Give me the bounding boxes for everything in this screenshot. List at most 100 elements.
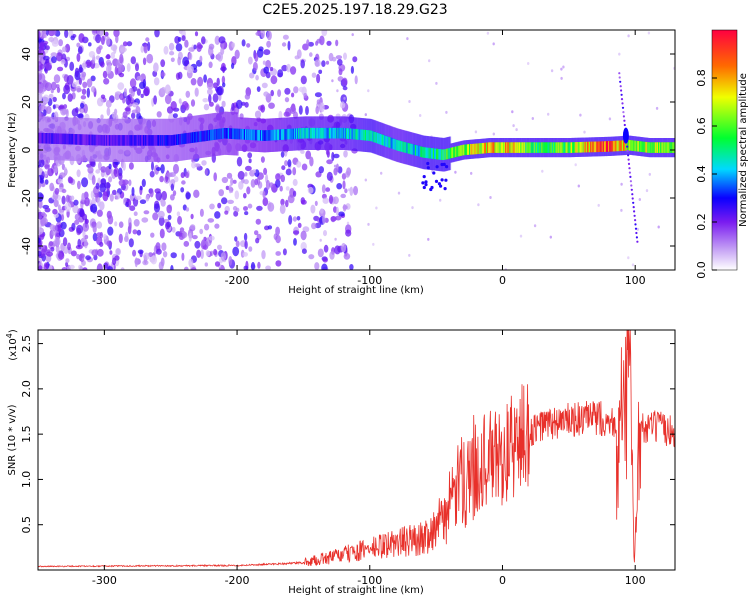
noise-speckle: [118, 72, 125, 78]
noise-speckle: [96, 248, 104, 257]
noise-speckle: [114, 221, 118, 227]
ridge-core: [153, 135, 156, 146]
noise-speckle: [296, 161, 302, 168]
noise-speckle: [214, 261, 221, 267]
noise-speckle: [341, 242, 347, 253]
noise-speckle: [54, 187, 60, 195]
noise-speckle: [343, 52, 347, 60]
noise-speckle: [300, 230, 307, 241]
noise-speckle: [160, 72, 166, 77]
noise-speckle: [579, 113, 582, 117]
noise-speckle: [282, 34, 289, 40]
ridge-core: [633, 140, 636, 152]
ridge-core: [128, 135, 131, 146]
spike-trace: [634, 223, 637, 226]
noise-speckle: [96, 209, 103, 217]
noise-speckle: [321, 184, 326, 194]
ridge-core: [48, 133, 51, 144]
colorbar-tick-label: 0.4: [695, 165, 708, 183]
tail-blob: [432, 171, 436, 175]
noise-speckle: [67, 242, 71, 251]
ridge-core: [642, 141, 645, 153]
noise-speckle: [122, 41, 128, 47]
noise-speckle: [118, 64, 125, 72]
noise-speckle: [96, 232, 102, 237]
noise-speckle: [636, 227, 639, 231]
noise-speckle: [59, 172, 66, 179]
noise-speckle: [279, 204, 286, 215]
noise-speckle: [283, 111, 290, 117]
noise-speckle: [81, 177, 89, 188]
noise-speckle: [39, 178, 45, 184]
noise-speckle: [170, 252, 177, 259]
noise-speckle: [190, 78, 197, 86]
noise-speckle: [227, 199, 235, 204]
noise-speckle: [51, 40, 59, 47]
noise-speckle: [56, 87, 61, 93]
noise-speckle: [454, 170, 457, 174]
tail-blob: [440, 162, 444, 167]
noise-speckle: [275, 235, 281, 244]
noise-speckle: [257, 261, 261, 269]
noise-speckle: [45, 62, 52, 71]
noise-speckle: [293, 230, 300, 235]
noise-speckle: [126, 63, 131, 72]
snr-frame: [37, 329, 676, 571]
noise-speckle: [139, 81, 146, 90]
noise-speckle: [159, 175, 164, 183]
noise-speckle: [287, 194, 295, 204]
noise-speckle: [81, 62, 87, 68]
spike-trace: [620, 89, 623, 92]
noise-speckle: [106, 107, 111, 116]
noise-speckle: [45, 106, 52, 114]
noise-speckle: [265, 179, 271, 190]
noise-speckle: [145, 194, 150, 202]
spike-trace: [618, 72, 621, 75]
noise-speckle: [321, 263, 328, 270]
noise-speckle: [109, 250, 113, 255]
noise-speckle: [196, 249, 202, 258]
noise-speckle: [428, 59, 431, 63]
noise-speckle: [100, 178, 107, 185]
noise-speckle: [334, 245, 341, 255]
snr-y-label: SNR (10 * v/v): [7, 404, 18, 475]
noise-speckle: [99, 241, 104, 247]
noise-speckle: [191, 161, 197, 169]
noise-speckle: [146, 53, 154, 64]
noise-speckle: [122, 161, 126, 171]
ridge-core: [196, 131, 199, 143]
noise-speckle: [342, 86, 348, 91]
spike-trace: [618, 76, 621, 79]
noise-speckle: [61, 195, 66, 205]
noise-speckle: [100, 166, 107, 173]
noise-speckle: [322, 214, 326, 225]
noise-speckle: [61, 163, 65, 170]
noise-speckle: [307, 186, 314, 194]
noise-speckle: [160, 86, 166, 95]
noise-speckle: [130, 56, 136, 65]
noise-speckle: [282, 248, 287, 256]
noise-speckle: [296, 216, 301, 221]
noise-speckle: [232, 246, 240, 257]
noise-speckle: [161, 190, 167, 201]
noise-speckle: [165, 172, 173, 178]
noise-speckle: [284, 160, 288, 167]
ridge-core: [565, 142, 568, 153]
noise-speckle: [39, 41, 45, 51]
noise-speckle: [346, 221, 350, 225]
noise-speckle: [150, 232, 155, 238]
y-tick-label: 1.5: [20, 425, 33, 443]
noise-speckle: [164, 84, 171, 95]
noise-speckle: [106, 53, 111, 60]
noise-speckle: [217, 244, 222, 250]
noise-speckle: [285, 199, 289, 208]
y-tick-label: 2.5: [20, 335, 33, 353]
noise-speckle: [128, 162, 134, 170]
noise-speckle: [512, 124, 515, 128]
noise-speckle: [334, 237, 337, 241]
noise-speckle: [367, 89, 370, 93]
tail-blob: [424, 180, 428, 184]
noise-speckle: [49, 182, 55, 192]
noise-speckle: [177, 36, 182, 42]
y-tick-label: 2.0: [20, 380, 33, 398]
